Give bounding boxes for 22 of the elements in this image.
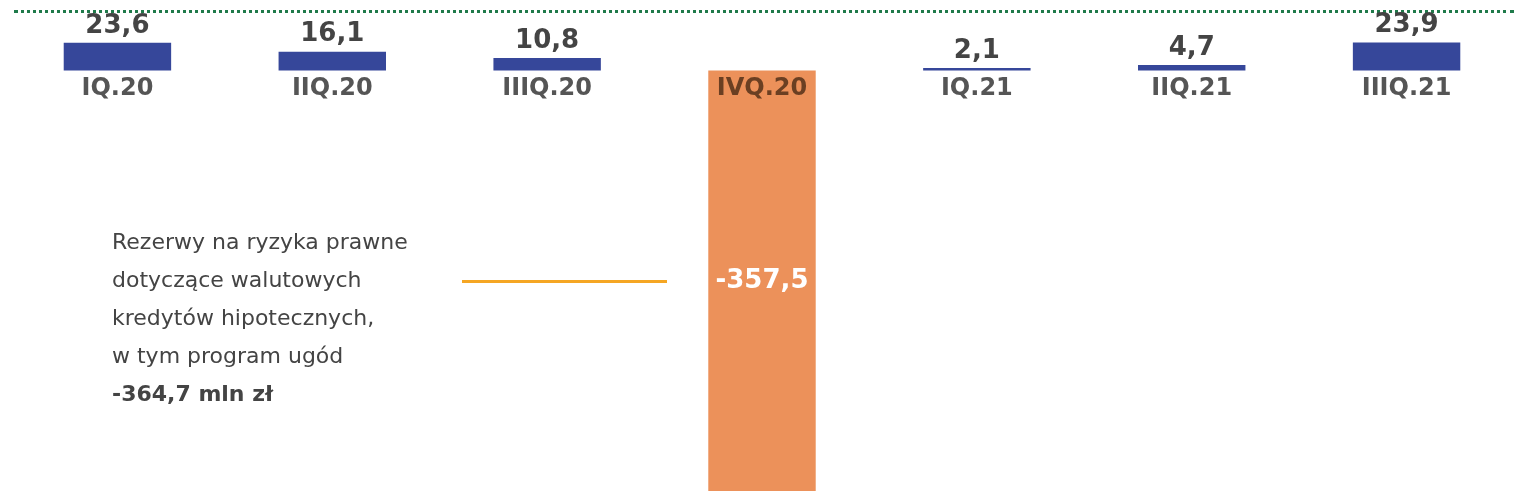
x-tick-label: IVQ.20 bbox=[716, 72, 808, 101]
data-label: 4,7 bbox=[1168, 30, 1215, 61]
data-label: 10,8 bbox=[515, 23, 580, 54]
bar bbox=[1352, 42, 1461, 71]
x-tick-label: IIQ.20 bbox=[291, 72, 373, 101]
bar bbox=[1138, 65, 1246, 71]
x-tick-label: IQ.21 bbox=[940, 72, 1013, 101]
bar bbox=[493, 57, 601, 71]
x-tick-label: IQ.20 bbox=[81, 72, 154, 101]
data-label: 23,6 bbox=[85, 8, 150, 39]
data-label: 23,9 bbox=[1374, 8, 1439, 39]
bar bbox=[923, 68, 1031, 71]
data-label: -357,5 bbox=[715, 263, 809, 294]
x-tick-label: IIIQ.20 bbox=[502, 72, 592, 101]
x-tick-label: IIIQ.21 bbox=[1361, 72, 1452, 101]
annotation: Rezerwy na ryzyka prawne dotyczące walutowych kredytów hipotecznych, w tym program ugód -364,7 mln zł bbox=[112, 228, 408, 406]
bar bbox=[708, 70, 816, 491]
data-label: 2,1 bbox=[953, 33, 1000, 64]
bar bbox=[63, 42, 172, 71]
data-label: 16,1 bbox=[300, 17, 365, 48]
x-tick-label: IIQ.21 bbox=[1151, 72, 1233, 101]
bar bbox=[278, 51, 386, 71]
